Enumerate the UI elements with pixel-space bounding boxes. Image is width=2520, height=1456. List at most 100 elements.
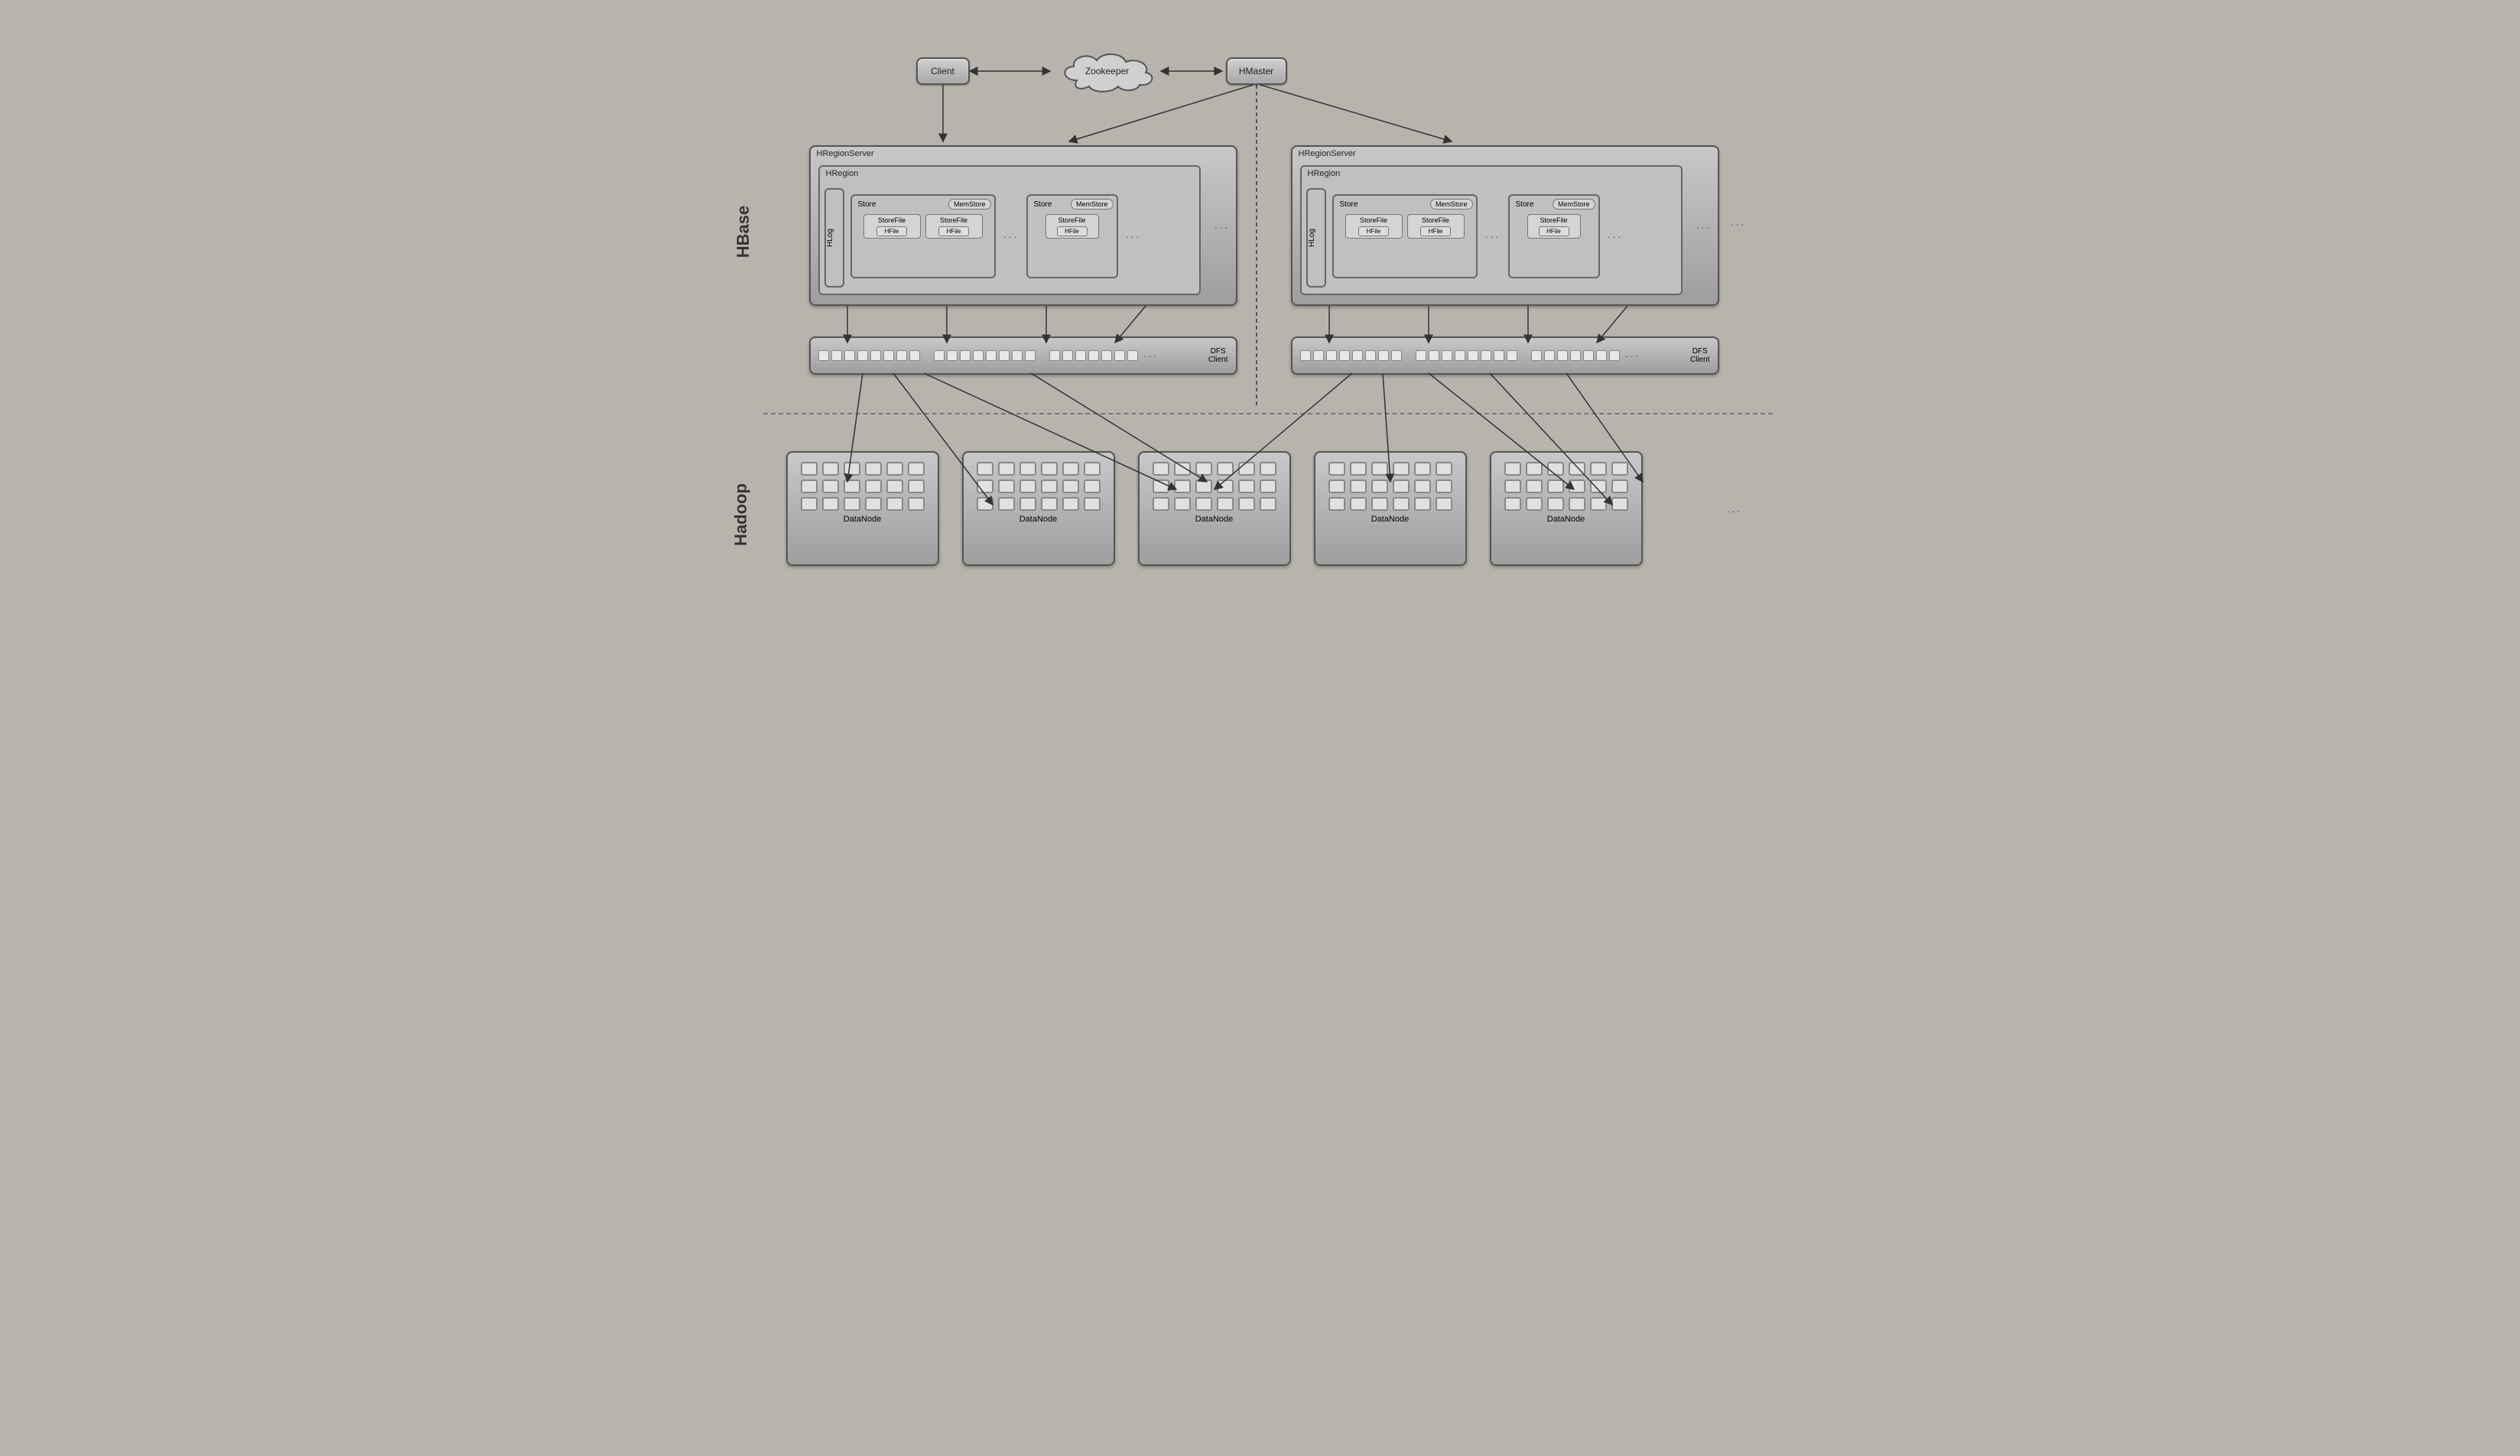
ellipsis: ··· xyxy=(1608,230,1623,242)
datanode-panel: DataNode xyxy=(1138,451,1291,566)
datanode-panel: DataNode xyxy=(786,451,939,566)
hfile-box: HFile xyxy=(1539,226,1569,236)
datanode-block xyxy=(1611,497,1628,511)
datanode-panel: DataNode xyxy=(1314,451,1467,566)
dfs-block xyxy=(1416,350,1426,361)
dfs-block xyxy=(1544,350,1555,361)
datanode-block xyxy=(1569,479,1585,493)
ellipsis: ··· xyxy=(1143,349,1159,362)
datanode-block xyxy=(977,462,993,476)
ellipsis: ··· xyxy=(1696,221,1712,233)
dfs-block xyxy=(818,350,829,361)
datanode-block xyxy=(822,462,839,476)
store-label: Store xyxy=(855,200,876,209)
datanode-panel: DataNode xyxy=(1490,451,1643,566)
dfs-client-label: DFS Client xyxy=(1690,347,1710,364)
datanode-block xyxy=(908,497,925,511)
datanode-block xyxy=(822,479,839,493)
datanode-block xyxy=(844,497,860,511)
dfs-block xyxy=(857,350,868,361)
hlog-box: HLog xyxy=(1306,188,1326,288)
datanode-block xyxy=(1526,479,1543,493)
datanode-block xyxy=(1019,462,1036,476)
datanode-block xyxy=(1547,462,1564,476)
hregionserver-panel: HRegionServer HRegion HLog Store MemStor… xyxy=(809,145,1237,306)
datanode-block xyxy=(1238,497,1255,511)
dfs-block xyxy=(1531,350,1542,361)
dfs-block xyxy=(1609,350,1620,361)
dfs-block xyxy=(1114,350,1125,361)
memstore-label: MemStore xyxy=(1430,199,1473,210)
storefile-box: StoreFile HFile xyxy=(863,214,921,239)
datanode-block xyxy=(886,462,903,476)
datanode-block xyxy=(1526,497,1543,511)
datanode-block xyxy=(844,479,860,493)
dfs-block xyxy=(1429,350,1439,361)
datanode-block xyxy=(1504,479,1521,493)
datanode-block xyxy=(1238,479,1255,493)
dfs-block xyxy=(934,350,945,361)
dfs-block xyxy=(1127,350,1138,361)
ellipsis: ··· xyxy=(1003,230,1019,242)
dfs-block xyxy=(1101,350,1112,361)
datanode-block xyxy=(1371,497,1388,511)
datanode-block xyxy=(1393,479,1410,493)
dfs-block xyxy=(1049,350,1060,361)
hlog-box: HLog xyxy=(824,188,844,288)
client-node: Client xyxy=(916,57,970,85)
datanode-block xyxy=(1350,462,1367,476)
dfs-block xyxy=(1378,350,1389,361)
datanode-block xyxy=(1393,497,1410,511)
datanode-block xyxy=(1350,479,1367,493)
dfs-block xyxy=(999,350,1010,361)
dfs-block xyxy=(1326,350,1337,361)
memstore-label: MemStore xyxy=(948,199,991,210)
dfs-block xyxy=(831,350,842,361)
datanode-block xyxy=(801,462,818,476)
datanode-block xyxy=(1174,462,1191,476)
dfs-block xyxy=(960,350,971,361)
storefile-box: StoreFile HFile xyxy=(1407,214,1465,239)
datanode-block xyxy=(1174,497,1191,511)
architecture-diagram: HBase Hadoop Client Zookeeper HMaster HR… xyxy=(725,15,1796,627)
datanode-block xyxy=(1062,497,1079,511)
dfs-client-panel: ··· DFS Client xyxy=(809,336,1237,375)
datanode-block xyxy=(1041,497,1058,511)
dfs-block xyxy=(1025,350,1036,361)
datanode-block xyxy=(1195,497,1212,511)
datanode-block xyxy=(1328,497,1345,511)
hadoop-label: Hadoop xyxy=(730,483,750,546)
datanode-block xyxy=(1436,479,1452,493)
datanode-block xyxy=(801,479,818,493)
datanode-block xyxy=(1260,497,1276,511)
storefile-box: StoreFile HFile xyxy=(1527,214,1581,239)
store-label: Store xyxy=(1337,200,1358,209)
datanode-block xyxy=(1174,479,1191,493)
dfs-block xyxy=(1557,350,1568,361)
datanode-block xyxy=(1217,497,1234,511)
hregionserver-title: HRegionServer xyxy=(1293,147,1718,161)
datanode-block xyxy=(822,497,839,511)
hregion-box: HRegion HLog Store MemStore StoreFile HF… xyxy=(1300,165,1683,295)
datanode-block xyxy=(1153,462,1169,476)
dfs-block xyxy=(909,350,920,361)
layer-divider xyxy=(763,413,1773,414)
datanode-block xyxy=(1436,497,1452,511)
datanode-block xyxy=(1414,462,1431,476)
dfs-block xyxy=(1300,350,1311,361)
datanode-block xyxy=(1153,497,1169,511)
dfs-block xyxy=(1442,350,1452,361)
datanode-block xyxy=(1350,497,1367,511)
hfile-box: HFile xyxy=(876,226,907,236)
datanode-block xyxy=(1569,462,1585,476)
datanode-block xyxy=(886,479,903,493)
datanode-block xyxy=(1260,462,1276,476)
datanode-block xyxy=(1569,497,1585,511)
datanode-block xyxy=(1328,479,1345,493)
hregion-box: HRegion HLog Store MemStore StoreFile HF… xyxy=(818,165,1201,295)
dfs-block xyxy=(896,350,907,361)
datanode-block xyxy=(1084,497,1101,511)
dfs-block xyxy=(1339,350,1350,361)
hregion-title: HRegion xyxy=(1302,167,1681,180)
datanode-label: DataNode xyxy=(1146,515,1283,524)
